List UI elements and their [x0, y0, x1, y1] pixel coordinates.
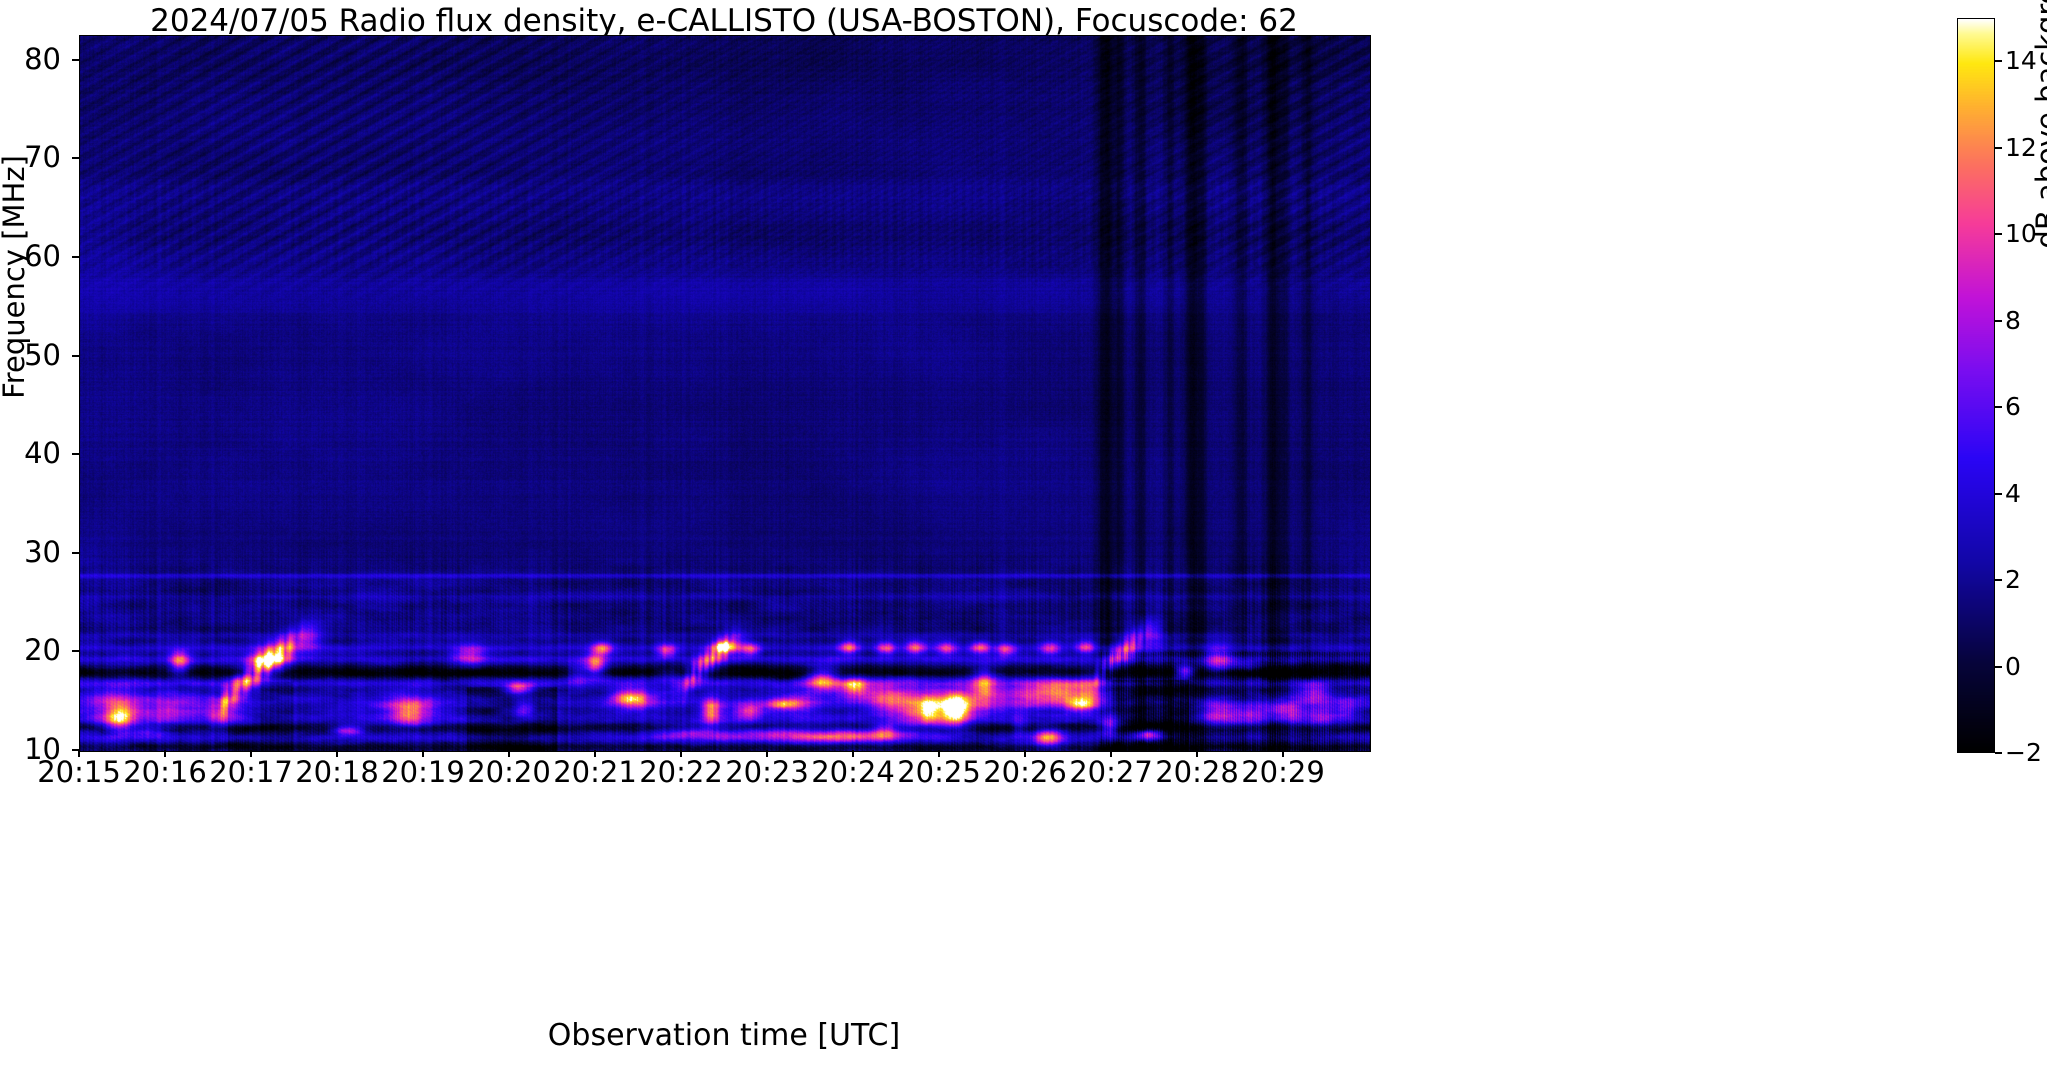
- colorbar-tick-mark: [1995, 665, 2002, 668]
- x-tick-label: 20:29: [1241, 755, 1325, 789]
- y-tick-mark: [72, 354, 79, 357]
- x-tick-label: 20:28: [1155, 755, 1239, 789]
- y-tick-label: 60: [24, 238, 61, 273]
- colorbar-tick-mark: [1995, 60, 2002, 63]
- y-tick-label: 30: [24, 534, 61, 569]
- x-tick-mark: [1196, 750, 1198, 757]
- colorbar-tick-label: 0: [2005, 651, 2021, 681]
- colorbar-tick-label: 14: [2005, 46, 2037, 76]
- x-tick-label: 20:19: [381, 755, 465, 789]
- colorbar-tick-label: 12: [2005, 132, 2037, 162]
- colorbar-tick-mark: [1995, 579, 2002, 582]
- colorbar-tick-mark: [1995, 406, 2002, 409]
- colorbar-tick-mark: [1995, 319, 2002, 322]
- x-axis-label: Observation time [UTC]: [547, 1018, 901, 1053]
- x-tick-label: 20:22: [639, 755, 723, 789]
- colorbar-tick-label: 10: [2005, 219, 2037, 249]
- x-tick-label: 20:27: [1069, 755, 1153, 789]
- spectrogram-image: [80, 36, 1370, 751]
- x-tick-label: 20:24: [811, 755, 895, 789]
- x-tick-mark: [422, 750, 424, 757]
- y-tick-mark: [72, 255, 79, 258]
- x-tick-mark: [250, 750, 252, 757]
- colorbar-tick-mark: [1995, 492, 2002, 495]
- y-tick-mark: [72, 157, 79, 160]
- colorbar: [1957, 18, 1995, 753]
- colorbar-tick-mark: [1995, 752, 2002, 754]
- colorbar-tick-label: 4: [2005, 478, 2021, 508]
- x-tick-mark: [852, 750, 854, 757]
- colorbar-tick-label: 8: [2005, 305, 2021, 335]
- x-tick-mark: [680, 750, 682, 757]
- x-tick-mark: [938, 750, 940, 757]
- colorbar-tick-mark: [1995, 233, 2002, 236]
- y-tick-label: 50: [24, 337, 61, 372]
- y-tick-label: 20: [24, 633, 61, 668]
- y-tick-label: 10: [24, 732, 61, 766]
- x-tick-mark: [1282, 750, 1284, 757]
- x-tick-label: 20:15: [37, 755, 121, 789]
- colorbar-tick-label: 6: [2005, 392, 2021, 422]
- y-tick-label: 70: [24, 140, 61, 175]
- page-title: 2024/07/05 Radio flux density, e-CALLIST…: [150, 3, 1298, 39]
- x-tick-label: 20:20: [467, 755, 551, 789]
- y-tick-label: 80: [24, 41, 61, 76]
- y-tick-mark: [72, 650, 79, 653]
- x-tick-mark: [1110, 750, 1112, 757]
- x-tick-label: 20:23: [725, 755, 809, 789]
- colorbar-gradient: [1957, 18, 1995, 753]
- x-tick-mark: [164, 750, 166, 757]
- x-tick-label: 20:25: [897, 755, 981, 789]
- y-axis-label: Frequency [MHz]: [0, 155, 31, 399]
- x-tick-mark: [508, 750, 510, 757]
- colorbar-tick-label: 2: [2005, 565, 2021, 595]
- x-tick-mark: [336, 750, 338, 757]
- x-tick-label: 20:18: [295, 755, 379, 789]
- x-tick-mark: [78, 750, 80, 757]
- x-tick-mark: [594, 750, 596, 757]
- y-tick-label: 40: [24, 436, 61, 471]
- x-tick-mark: [1024, 750, 1026, 757]
- y-tick-mark: [72, 749, 79, 751]
- spectrogram-plot: [79, 35, 1371, 752]
- x-tick-mark: [766, 750, 768, 757]
- x-tick-label: 20:21: [553, 755, 637, 789]
- y-tick-mark: [72, 58, 79, 61]
- colorbar-tick-label: −2: [2005, 738, 2042, 767]
- x-tick-label: 20:16: [123, 755, 207, 789]
- colorbar-label: dB above background: [2030, 0, 2047, 249]
- y-tick-mark: [72, 453, 79, 456]
- x-tick-label: 20:26: [983, 755, 1067, 789]
- x-tick-label: 20:17: [209, 755, 293, 789]
- colorbar-tick-mark: [1995, 146, 2002, 149]
- y-tick-mark: [72, 551, 79, 554]
